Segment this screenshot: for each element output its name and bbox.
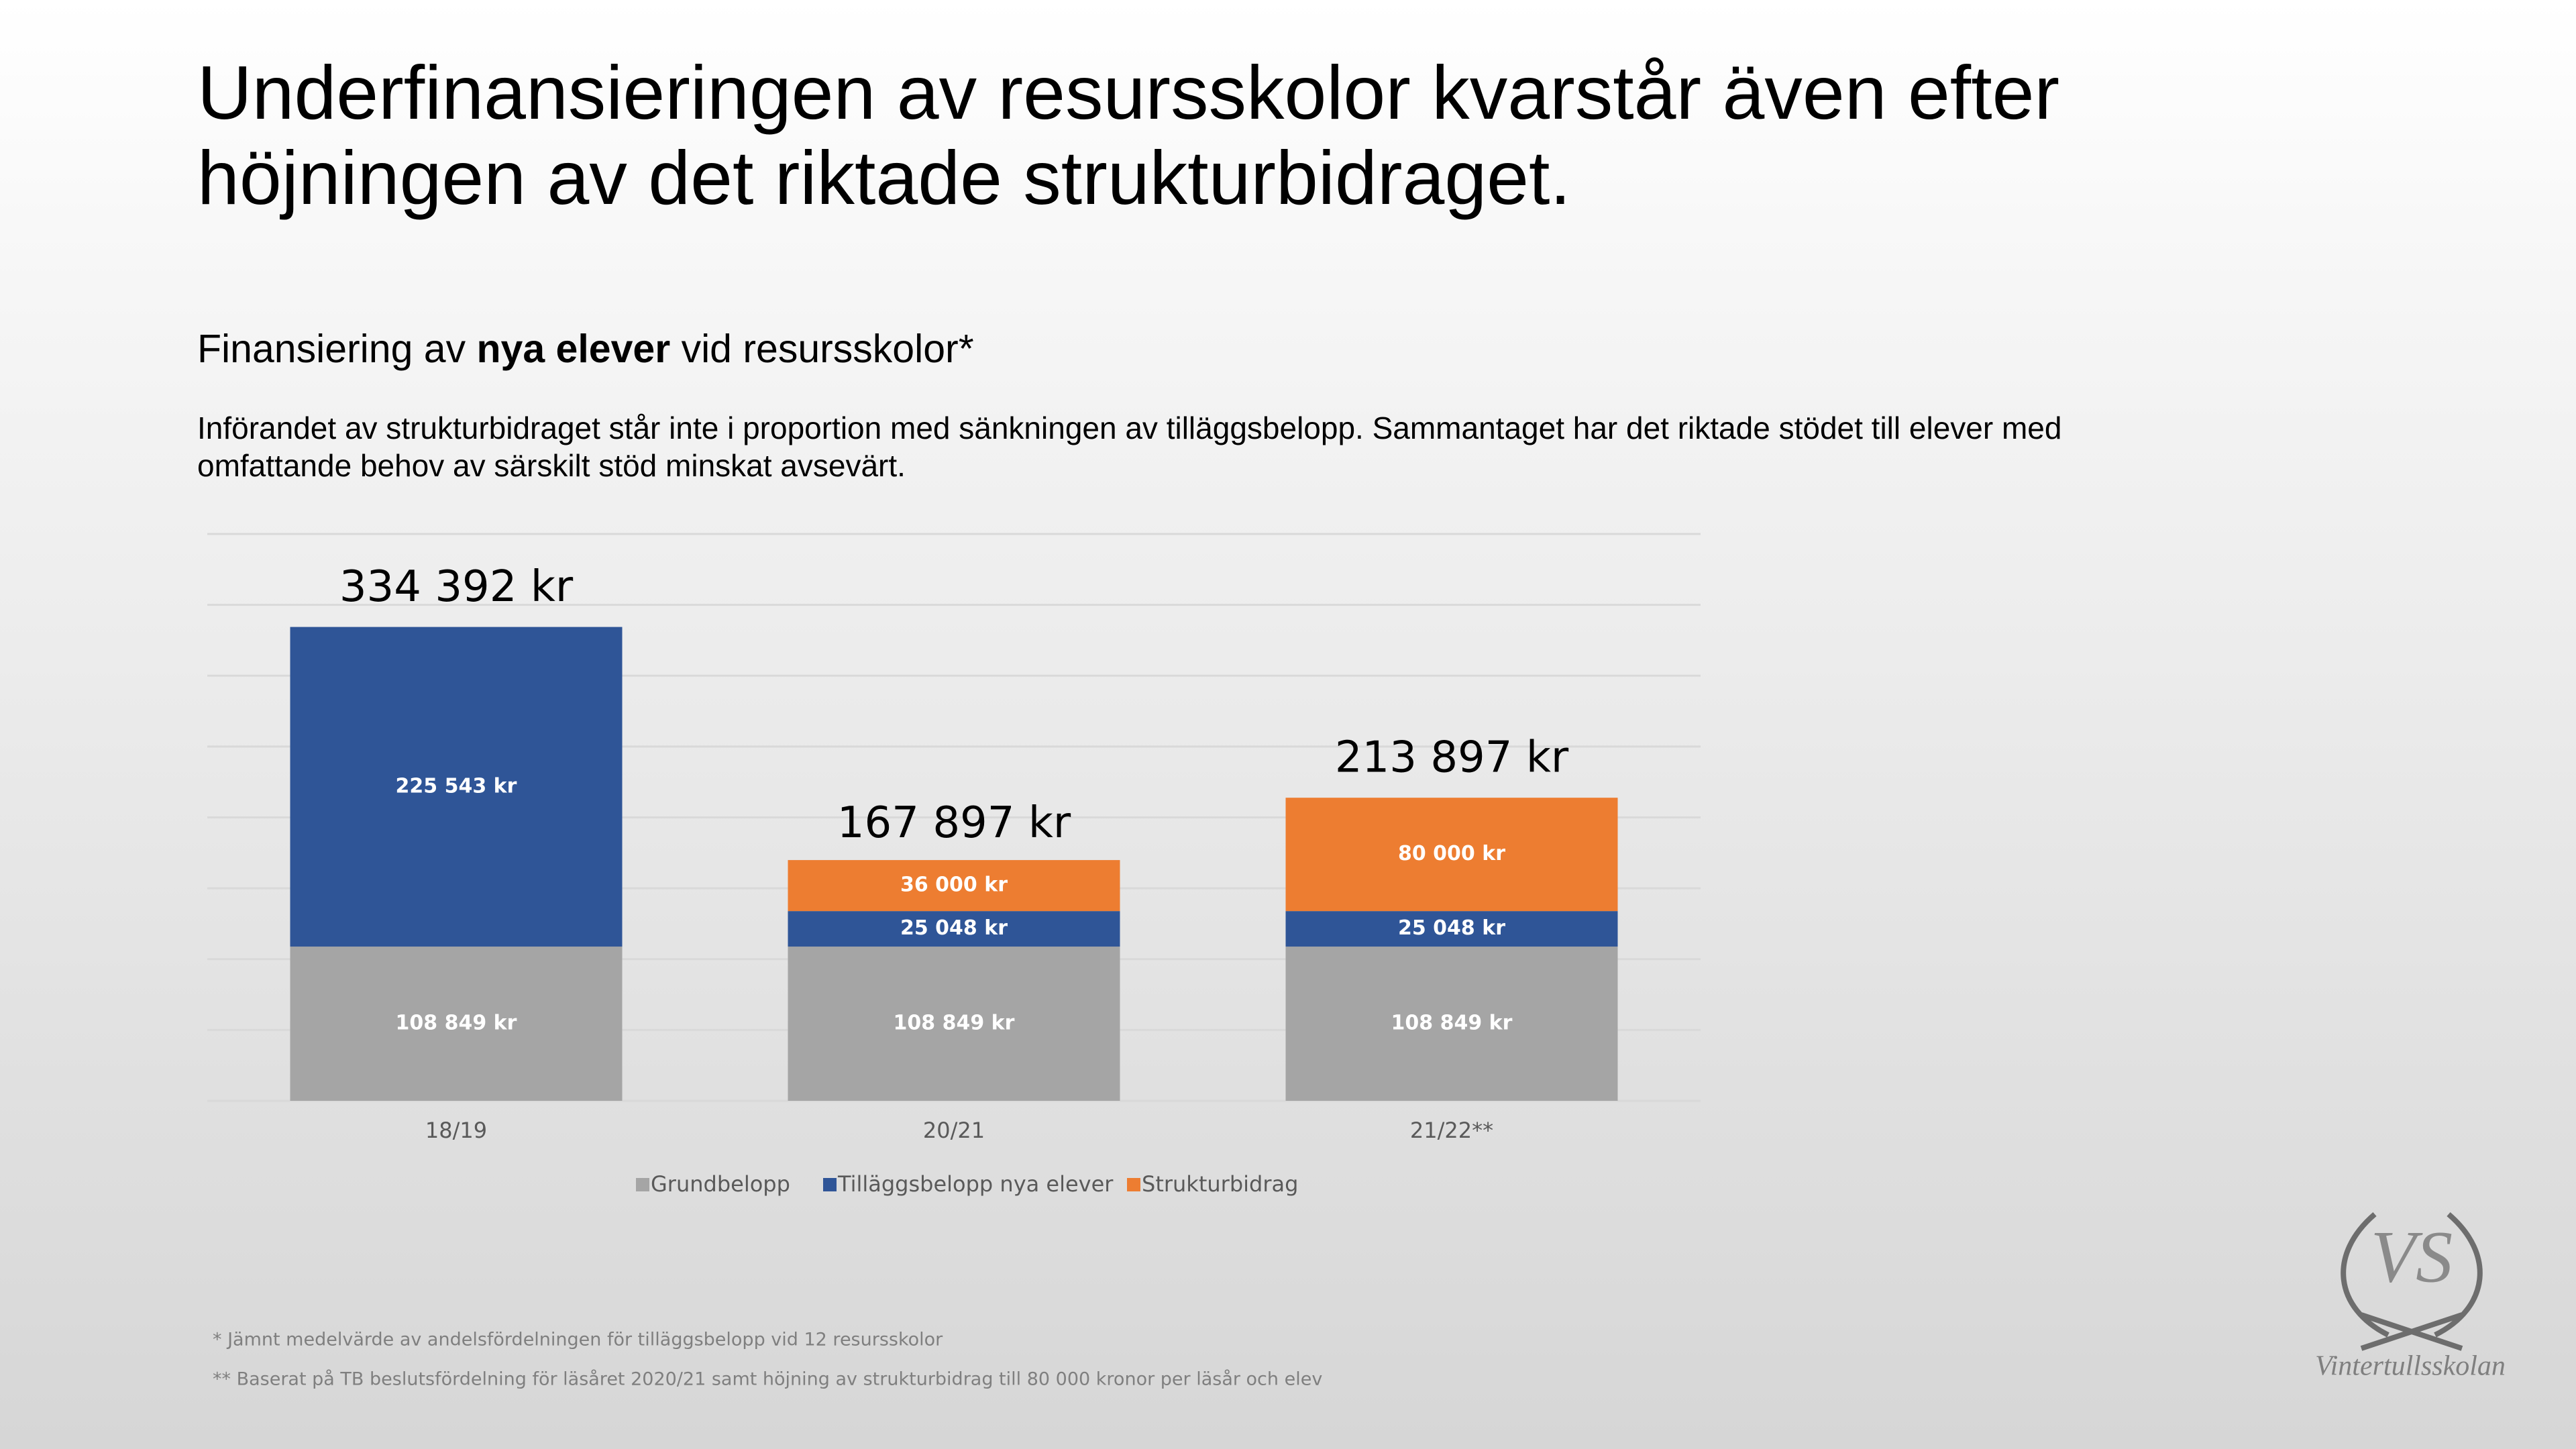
title-line: höjningen av det riktade strukturbidrage…: [197, 136, 1571, 220]
wreath-ribbon: [2360, 1312, 2463, 1351]
chart: 108 849 kr 225 543 kr 334 392 kr 18/19 108 8…: [207, 533, 1701, 1197]
legend-label: Grundbelopp: [651, 1171, 790, 1197]
footnote: * Jämnt medelvärde av andelsfördelningen…: [213, 1330, 943, 1350]
x-tick-label: 20/21: [923, 1118, 985, 1143]
total-label: 213 897 kr: [1335, 733, 1569, 783]
wreath-left: [2341, 1212, 2390, 1338]
logo-initials: VS: [2371, 1216, 2453, 1297]
bar-segment: [1285, 947, 1618, 1101]
legend-swatch: [636, 1178, 649, 1191]
x-tick-label: 21/22**: [1410, 1118, 1493, 1143]
logo: [2341, 1212, 2483, 1351]
subtitle-part: Finansiering av: [197, 327, 466, 371]
wreath-right: [2434, 1212, 2483, 1338]
x-tick-label: 18/19: [425, 1118, 487, 1143]
bar-segment: [788, 911, 1120, 947]
value-label: 25 048 kr: [900, 916, 1008, 940]
value-label: 225 543 kr: [396, 774, 517, 798]
legend-swatch: [1127, 1178, 1140, 1191]
description-line: Införandet av strukturbidraget står inte…: [197, 411, 2061, 445]
bar-segment: [290, 627, 623, 947]
subtitle: Finansiering av nya elever vid resurssko…: [197, 327, 974, 371]
title-line: Underfinansieringen av resursskolor kvar…: [197, 50, 2059, 135]
bar-segment: [290, 947, 623, 1101]
bar-segment: [1285, 911, 1618, 947]
total-label: 167 897 kr: [837, 798, 1071, 848]
legend-label: Strukturbidrag: [1142, 1171, 1298, 1197]
value-label: 108 849 kr: [1391, 1012, 1513, 1035]
total-label: 334 392 kr: [339, 562, 574, 612]
legend-label: Tilläggsbelopp nya elever: [837, 1171, 1114, 1197]
value-label: 25 048 kr: [1398, 916, 1505, 940]
bar-segment: [788, 860, 1120, 912]
value-label: 36 000 kr: [900, 873, 1008, 897]
subtitle-bold: nya elever: [477, 327, 671, 371]
legend-swatch: [823, 1178, 837, 1191]
logo-name: Vintertullsskolan: [2315, 1351, 2506, 1382]
bar-segment: [1285, 798, 1618, 912]
value-label: 108 849 kr: [396, 1012, 517, 1035]
subtitle-part: vid resursskolor*: [682, 327, 974, 371]
value-label: 108 849 kr: [894, 1012, 1015, 1035]
description-line: omfattande behov av särskilt stöd minska…: [197, 448, 906, 483]
footnote: ** Baserat på TB beslutsfördelning för l…: [213, 1369, 1322, 1390]
bar-segment: [788, 947, 1120, 1101]
value-label: 80 000 kr: [1398, 842, 1505, 865]
